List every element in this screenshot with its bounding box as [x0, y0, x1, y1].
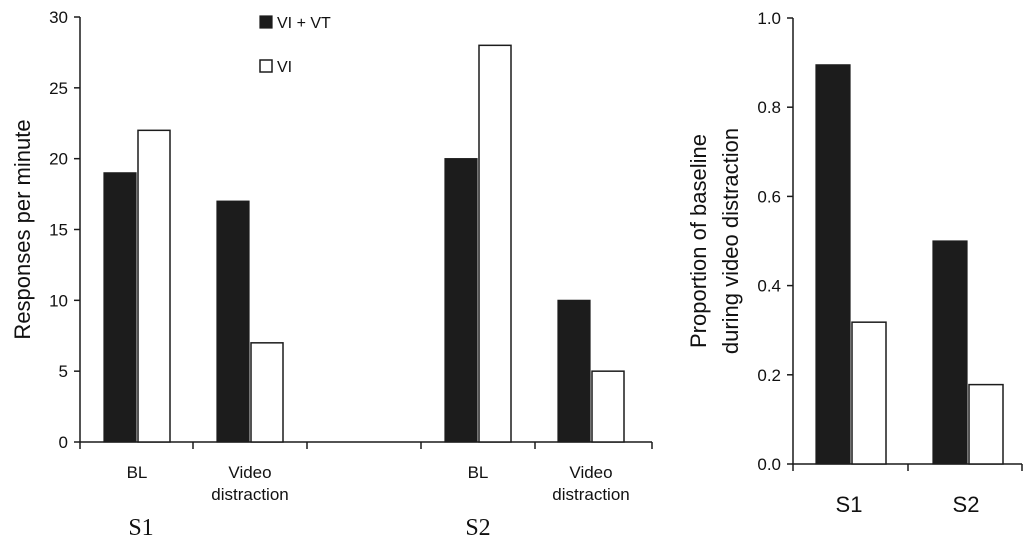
x-category-label: S2 — [953, 492, 980, 517]
bar-vi — [250, 342, 284, 443]
x-category-label: BL — [127, 463, 148, 482]
bar-vi-vt — [815, 64, 851, 465]
y-tick-label: 0.4 — [757, 277, 781, 296]
x-category-label: Video — [569, 463, 612, 482]
y-tick-label: 0 — [59, 433, 68, 452]
legend-label: VI + VT — [277, 15, 331, 32]
bar-vi-vt — [216, 200, 250, 443]
bar-vi-vt — [103, 172, 137, 443]
bar-vi — [851, 321, 887, 465]
legend-swatch — [259, 15, 273, 29]
subject-label: S2 — [465, 515, 490, 541]
right-chart: 0.0 0.2 0.4 0.6 0.8 1.0 Proportion of baseline… — [686, 9, 1023, 517]
bar-vi-vt — [444, 158, 478, 443]
y-axis-label: Proportion of baseline — [686, 134, 711, 348]
y-axis-label: Responses per minute — [10, 119, 35, 339]
y-tick-label: 5 — [59, 362, 68, 381]
bar-vi — [478, 44, 512, 443]
y-tick-label: 0.0 — [757, 455, 781, 474]
x-category-label: Video — [228, 463, 271, 482]
bar-vi — [591, 370, 625, 443]
y-tick-label: 15 — [49, 221, 68, 240]
y-tick-label: 30 — [49, 8, 68, 27]
bar-vi-vt — [932, 240, 968, 465]
bar-vi — [968, 383, 1004, 465]
y-tick-label: 1.0 — [757, 9, 781, 28]
y-tick-label: 10 — [49, 291, 68, 310]
x-category-label: distraction — [211, 485, 288, 504]
left-chart: 0 5 10 15 20 25 30 Responses per minute BL Video d… — [10, 8, 653, 541]
x-category-label: S1 — [836, 492, 863, 517]
bar-vi — [137, 129, 171, 443]
x-category-label: distraction — [552, 485, 629, 504]
subject-label: S1 — [128, 515, 153, 541]
bar-vi-vt — [557, 299, 591, 443]
y-tick-label: 25 — [49, 79, 68, 98]
legend-label: VI — [277, 59, 292, 76]
y-tick-label: 0.2 — [757, 366, 781, 385]
y-tick-label: 0.6 — [757, 187, 781, 206]
y-tick-label: 0.8 — [757, 98, 781, 117]
x-category-label: BL — [468, 463, 489, 482]
legend-swatch — [259, 59, 273, 73]
y-tick-label: 20 — [49, 150, 68, 169]
y-axis-label: during video distraction — [718, 128, 743, 354]
